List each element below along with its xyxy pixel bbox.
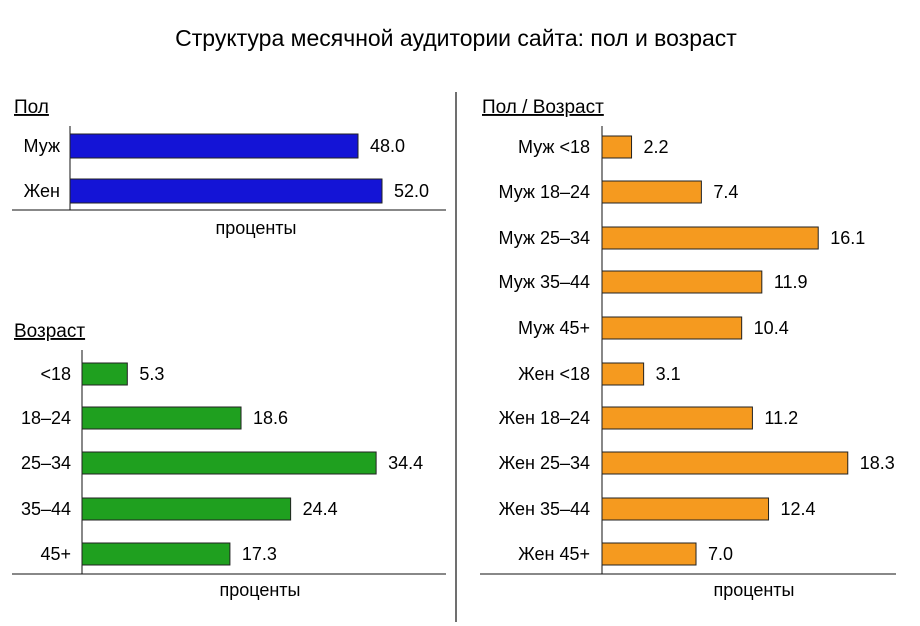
bar <box>81 406 242 430</box>
bar <box>601 316 743 340</box>
category-label: 25–34 <box>21 453 71 473</box>
bar <box>601 406 753 430</box>
panel-gender: Пол Муж 48.0 Жен 52.0 проценты <box>12 97 446 238</box>
panel-title-age: Возраст <box>14 321 85 342</box>
bar <box>81 451 377 475</box>
category-label: Жен 18–24 <box>499 408 590 428</box>
data-label: 7.0 <box>708 544 733 564</box>
data-label: 34.4 <box>388 453 423 473</box>
category-label: Муж <box>24 136 60 156</box>
category-label: Жен 45+ <box>518 544 590 564</box>
category-label: Жен <18 <box>518 364 590 384</box>
panel-title-gender: Пол <box>14 97 49 118</box>
data-label: 24.4 <box>303 499 338 519</box>
category-label: Муж <18 <box>518 137 590 157</box>
data-label: 10.4 <box>754 318 789 338</box>
bar <box>81 362 128 386</box>
axis-label-age: проценты <box>219 580 300 600</box>
data-label: 12.4 <box>781 499 816 519</box>
data-label: 17.3 <box>242 544 277 564</box>
chart-panels: Пол Муж 48.0 Жен 52.0 проценты Возраст <18 5.3 18… <box>12 97 896 600</box>
bar <box>81 542 231 566</box>
bar <box>601 226 819 250</box>
panel-gender-age: Пол / Возраст Муж <18 2.2 Муж 18–24 7.4 Муж 2… <box>480 97 896 600</box>
panel-age: Возраст <18 5.3 18–24 18.6 25–34 34.4 35–44 24.4… <box>12 321 446 600</box>
bar <box>69 178 383 204</box>
bar <box>81 497 292 521</box>
data-label: 11.9 <box>774 272 808 292</box>
data-label: 2.2 <box>644 137 669 157</box>
bar <box>69 133 359 159</box>
bar <box>601 270 763 294</box>
data-label: 3.1 <box>656 364 681 384</box>
data-label: 18.6 <box>253 408 288 428</box>
bar <box>601 135 633 159</box>
category-label: <18 <box>40 364 71 384</box>
category-label: Муж 25–34 <box>499 228 591 248</box>
data-label: 11.2 <box>764 408 798 428</box>
data-label: 5.3 <box>139 364 164 384</box>
data-label: 16.1 <box>830 228 865 248</box>
data-label: 7.4 <box>713 182 738 202</box>
chart-title: Структура месячной аудитории сайта: пол … <box>175 25 737 51</box>
bar <box>601 542 697 566</box>
axis-label-gender: проценты <box>215 218 296 238</box>
panel-title-gender-age: Пол / Возраст <box>482 97 604 118</box>
category-label: Жен <box>24 181 60 201</box>
category-label: 45+ <box>40 544 71 564</box>
data-label: 48.0 <box>370 136 405 156</box>
bar <box>601 180 702 204</box>
bar <box>601 497 770 521</box>
category-label: Муж 45+ <box>518 318 590 338</box>
category-label: 18–24 <box>21 408 71 428</box>
category-label: Жен 35–44 <box>499 499 590 519</box>
axis-label-gender-age: проценты <box>713 580 794 600</box>
category-label: Муж 18–24 <box>499 182 591 202</box>
category-label: 35–44 <box>21 499 71 519</box>
bar <box>601 362 645 386</box>
data-label: 52.0 <box>394 181 429 201</box>
category-label: Муж 35–44 <box>499 272 591 292</box>
bar <box>601 451 849 475</box>
data-label: 18.3 <box>860 453 895 473</box>
category-label: Жен 25–34 <box>499 453 590 473</box>
